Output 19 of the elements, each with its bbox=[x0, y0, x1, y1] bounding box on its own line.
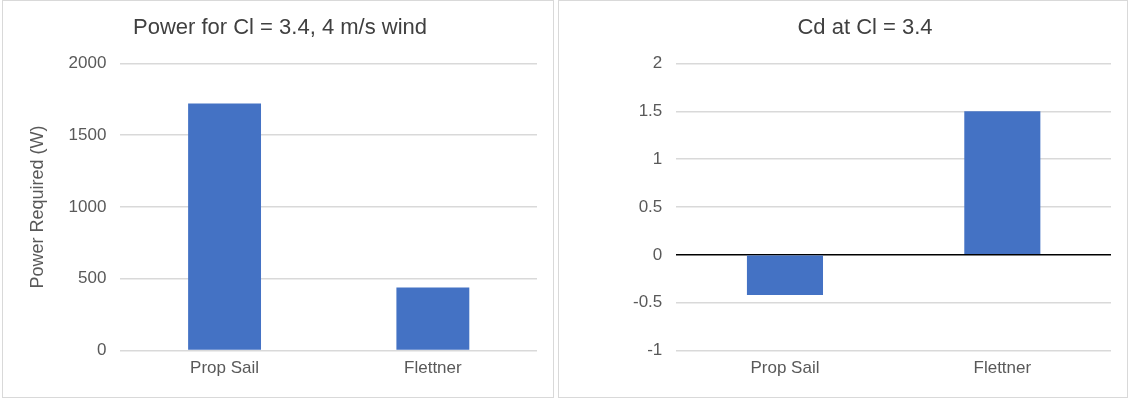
y-tick-label: 1500 bbox=[68, 124, 107, 144]
y-tick-label: 0.5 bbox=[638, 196, 663, 216]
y-tick-label: 1 bbox=[652, 148, 663, 168]
y-tick-label: 2 bbox=[652, 53, 663, 73]
y-tick-label: -0.5 bbox=[633, 292, 663, 312]
y-tick-label: 2000 bbox=[68, 53, 107, 73]
x-tick-label: Prop Sail bbox=[750, 358, 820, 378]
y-tick-label: 0 bbox=[96, 340, 107, 360]
y-tick-label: -1 bbox=[647, 340, 663, 360]
x-tick-label: Flettner bbox=[404, 358, 463, 378]
chart-title: Power for Cl = 3.4, 4 m/s wind bbox=[132, 14, 428, 40]
y-tick-label: 0 bbox=[652, 244, 663, 264]
y-axis-title: Power Required (W) bbox=[26, 125, 47, 289]
x-tick-label: Flettner bbox=[973, 358, 1032, 378]
y-tick-label: 500 bbox=[78, 268, 107, 288]
y-tick-label: 1000 bbox=[68, 196, 107, 216]
y-tick-label: 1.5 bbox=[638, 100, 663, 120]
x-tick-label: Prop Sail bbox=[190, 358, 260, 378]
chart-title: Cd at Cl = 3.4 bbox=[797, 14, 933, 40]
